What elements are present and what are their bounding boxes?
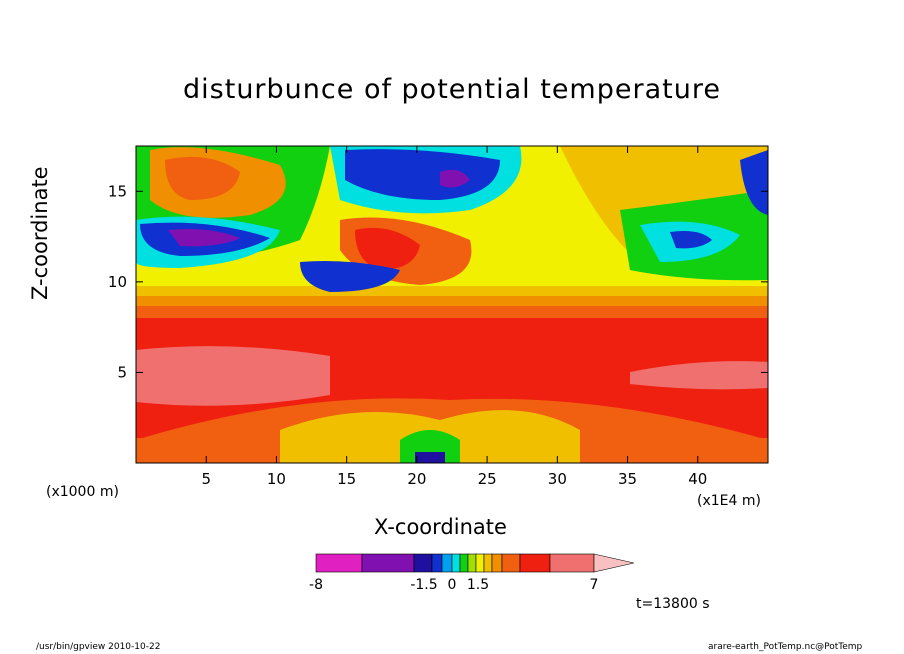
colorbar-swatch xyxy=(431,553,443,573)
chart-title: disturbunce of potential temperature xyxy=(183,74,721,105)
pink-blob-right xyxy=(630,361,768,390)
x-scale-note: (x1E4 m) xyxy=(697,493,761,509)
x-tick-label: 20 xyxy=(407,470,426,488)
colorbar-extend-arrow xyxy=(593,553,635,573)
y-tick-label: 10 xyxy=(108,273,127,291)
transition-amber xyxy=(136,286,768,296)
x-tick-label: 10 xyxy=(267,470,286,488)
colorbar-label: -8 xyxy=(309,577,323,593)
colorbar-swatch xyxy=(315,553,363,573)
colorbar-swatch xyxy=(361,553,415,573)
upper-blue-right xyxy=(670,231,712,249)
upper-purple-left xyxy=(168,229,240,247)
transition-orange xyxy=(136,296,768,306)
x-tick-label: 15 xyxy=(337,470,356,488)
colorbar-swatch xyxy=(413,553,433,573)
colorbar-label: -1.5 xyxy=(410,577,437,593)
x-tick-label: 30 xyxy=(548,470,567,488)
x-axis-label: X-coordinate xyxy=(374,515,507,539)
footer-right: arare-earth_PotTemp.nc@PotTemp xyxy=(708,642,863,652)
colorbar-swatch xyxy=(441,553,453,573)
upper-red-mid xyxy=(355,227,420,270)
colorbar-label: 7 xyxy=(590,577,599,593)
x-tick-label: 35 xyxy=(618,470,637,488)
y-tick-label: 15 xyxy=(108,182,127,200)
colorbar-swatch xyxy=(451,553,461,573)
colorbar-swatch xyxy=(467,553,477,573)
surface-blue xyxy=(415,452,445,463)
x-axis: 5 10 15 20 25 30 35 40 xyxy=(201,146,707,488)
colorbar: -8 -1.5 0 1.5 7 xyxy=(309,553,635,593)
colorbar-swatch xyxy=(475,553,485,573)
contour-field xyxy=(136,146,768,463)
colorbar-swatch xyxy=(491,553,503,573)
colorbar-swatch xyxy=(483,553,493,573)
pink-blob-left xyxy=(136,346,330,406)
upper-blue-edge xyxy=(740,150,768,215)
footer-left: /usr/bin/gpview 2010-10-22 xyxy=(36,642,161,652)
time-label: t=13800 s xyxy=(636,596,710,612)
x-tick-label: 25 xyxy=(478,470,497,488)
x-unit-note: (x1000 m) xyxy=(46,484,119,500)
colorbar-label: 0 xyxy=(448,577,457,593)
colorbar-swatch xyxy=(459,553,469,573)
x-tick-label: 5 xyxy=(201,470,211,488)
colorbar-swatch xyxy=(549,553,595,573)
colorbar-label: 1.5 xyxy=(467,577,489,593)
x-tick-label: 40 xyxy=(688,470,707,488)
upper-blue-lower xyxy=(300,261,400,292)
upper-purple-mid xyxy=(440,169,470,188)
upper-red-left xyxy=(165,156,240,200)
upper-blue-mid xyxy=(345,149,500,200)
y-axis-label: Z-coordinate xyxy=(28,166,52,300)
y-tick-label: 5 xyxy=(117,363,127,381)
plot-frame xyxy=(135,145,769,464)
colorbar-swatch xyxy=(501,553,521,573)
y-axis: 5 10 15 xyxy=(108,182,768,381)
colorbar-swatch xyxy=(519,553,551,573)
